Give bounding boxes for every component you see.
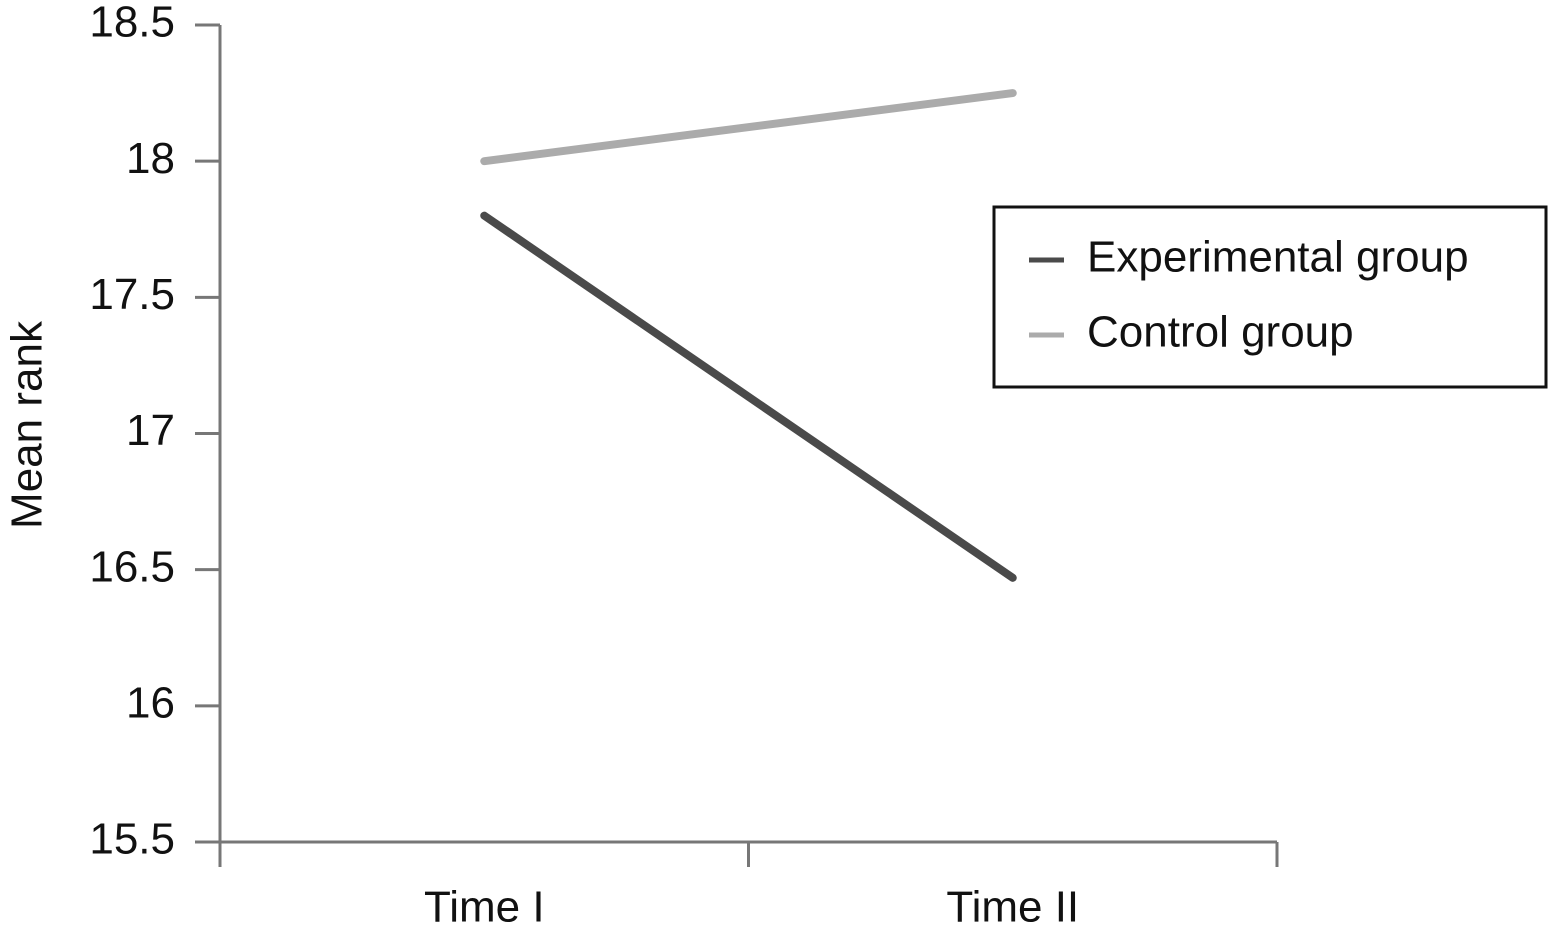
legend-box <box>992 205 1548 389</box>
x-tick-label: Time I <box>424 883 545 932</box>
y-tick-label: 18 <box>126 134 175 183</box>
y-tick-label: 16 <box>126 678 175 727</box>
y-tick-label: 17.5 <box>89 270 175 319</box>
legend-label: Control group <box>1087 308 1354 357</box>
series-line <box>480 89 1017 166</box>
y-tick-label: 15.5 <box>89 815 175 864</box>
y-tick-label: 16.5 <box>89 542 175 591</box>
series-line <box>480 211 1017 582</box>
legend-label: Experimental group <box>1087 233 1469 282</box>
x-tick-label: Time II <box>946 883 1079 932</box>
y-tick-label: 17 <box>126 406 175 455</box>
y-axis-label: Mean rank <box>3 320 52 529</box>
y-tick-label: 18.5 <box>89 0 175 47</box>
legend: Experimental group Control group <box>992 205 1548 389</box>
